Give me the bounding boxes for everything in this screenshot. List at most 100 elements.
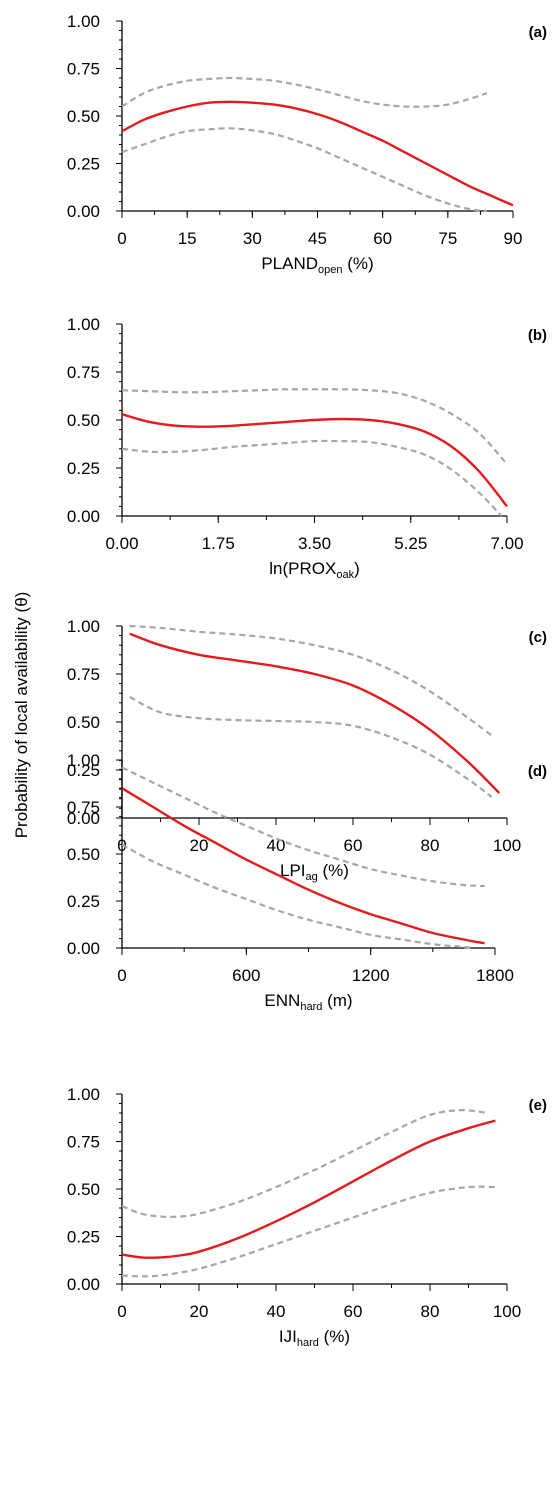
x-axis-title: ENNhard (m) bbox=[264, 991, 352, 1013]
x-axis-title-main: ln(PROX bbox=[269, 559, 336, 578]
x-tick-label: 80 bbox=[421, 836, 440, 855]
panel-d: 0.00 0.25 0.50 0.75 1.00 0 600 1200 1800 ENNhard … bbox=[67, 751, 547, 1013]
x-tick-label: 20 bbox=[190, 836, 209, 855]
x-tick-label: 40 bbox=[267, 836, 286, 855]
y-tick-label: 0.25 bbox=[67, 761, 100, 780]
x-axis-title-subscript: open bbox=[318, 264, 342, 276]
y-tick-label: 0.75 bbox=[67, 665, 100, 684]
upper-confidence-line bbox=[121, 766, 485, 888]
y-tick-label: 0.75 bbox=[67, 363, 100, 382]
x-tick-label: 90 bbox=[504, 229, 523, 248]
upper-confidence-line bbox=[129, 624, 493, 737]
panel-a: 0.00 0.25 0.50 0.75 1.00 0 15 30 45 60 75 90 PLANDop… bbox=[67, 12, 547, 276]
panels: 0.00 0.25 0.50 0.75 1.00 0 15 30 45 60 75 90 PLANDop… bbox=[67, 12, 547, 1349]
shared-y-axis-label: Probability of local availability (θ) bbox=[12, 592, 31, 839]
x-axis-title-tail: ) bbox=[354, 559, 360, 578]
x-tick-label: 0 bbox=[117, 966, 126, 985]
y-tick-label: 0.00 bbox=[67, 202, 100, 221]
x-tick-label: 80 bbox=[421, 1302, 440, 1321]
x-axis-title-tail: (m) bbox=[322, 991, 352, 1010]
x-tick-label: 60 bbox=[344, 1302, 363, 1321]
x-axis-title-main: LPI bbox=[280, 861, 306, 880]
y-tick-label: 0.00 bbox=[67, 939, 100, 958]
x-tick-label: 100 bbox=[493, 836, 521, 855]
x-tick-label: 60 bbox=[373, 229, 392, 248]
y-tick-label: 0.50 bbox=[67, 1180, 100, 1199]
y-tick-label: 0.75 bbox=[67, 60, 100, 79]
x-axis-title-tail: (%) bbox=[343, 254, 374, 273]
y-tick-label: 1.00 bbox=[67, 617, 100, 636]
x-axis-title: IJIhard (%) bbox=[279, 1327, 350, 1349]
y-tick-label: 0.25 bbox=[67, 892, 100, 911]
lower-confidence-line bbox=[129, 696, 493, 798]
x-tick-label: 5.25 bbox=[394, 534, 427, 553]
x-axis-title-main: IJI bbox=[279, 1327, 297, 1346]
x-tick-label: 40 bbox=[267, 1302, 286, 1321]
y-tick-label: 0.25 bbox=[67, 459, 100, 478]
x-axis-title: ln(PROXoak) bbox=[269, 559, 360, 581]
panel-c: 0.000.250.500.751.00020406080100LPIag (%… bbox=[67, 617, 547, 883]
panel-e: 0.00 0.25 0.50 0.75 1.00 0 20 40 60 80 100 IJIhard … bbox=[67, 1085, 547, 1349]
y-tick-label: 0.00 bbox=[67, 507, 100, 526]
y-tick-label: 0.00 bbox=[67, 1275, 100, 1294]
x-axis-title-subscript: hard bbox=[300, 1001, 322, 1013]
x-tick-label: 3.50 bbox=[298, 534, 331, 553]
x-tick-label: 600 bbox=[232, 966, 260, 985]
x-tick-label: 45 bbox=[308, 229, 327, 248]
x-tick-label: 1.75 bbox=[202, 534, 235, 553]
panel-letter: (c) bbox=[529, 629, 547, 646]
x-tick-label: 0.00 bbox=[105, 534, 138, 553]
x-tick-label: 1800 bbox=[476, 966, 514, 985]
x-tick-label: 20 bbox=[190, 1302, 209, 1321]
x-tick-label: 7.00 bbox=[490, 534, 523, 553]
x-tick-label: 100 bbox=[493, 1302, 521, 1321]
lower-confidence-line bbox=[121, 439, 503, 517]
x-axis-title-subscript: ag bbox=[306, 871, 318, 883]
y-tick-label: 1.00 bbox=[67, 1085, 100, 1104]
estimate-line bbox=[129, 632, 501, 794]
lower-confidence-line bbox=[121, 127, 488, 213]
x-tick-label: 0 bbox=[117, 229, 126, 248]
upper-confidence-line bbox=[121, 76, 488, 108]
y-tick-label: 0.75 bbox=[67, 1133, 100, 1152]
x-tick-label: 15 bbox=[178, 229, 197, 248]
y-tick-label: 0.25 bbox=[67, 1228, 100, 1247]
y-tick-label: 0.50 bbox=[67, 713, 100, 732]
y-tick-label: 0.25 bbox=[67, 155, 100, 174]
y-tick-label: 1.00 bbox=[67, 12, 100, 31]
estimate-line bbox=[121, 413, 508, 508]
x-tick-label: 0 bbox=[117, 1302, 126, 1321]
x-axis-title-main: ENN bbox=[264, 991, 300, 1010]
x-axis-title-tail: (%) bbox=[318, 861, 349, 880]
x-axis-title: PLANDopen (%) bbox=[261, 254, 373, 276]
estimate-line bbox=[121, 787, 485, 945]
y-tick-label: 0.75 bbox=[67, 798, 100, 817]
estimate-line bbox=[121, 100, 514, 207]
x-tick-label: 30 bbox=[243, 229, 262, 248]
panel-letter: (b) bbox=[528, 327, 547, 344]
lower-confidence-line bbox=[121, 843, 475, 950]
panel-letter: (d) bbox=[528, 763, 547, 780]
x-tick-label: 60 bbox=[344, 836, 363, 855]
x-tick-label: 75 bbox=[438, 229, 457, 248]
x-axis-title: LPIag (%) bbox=[280, 861, 349, 883]
panel-letter: (a) bbox=[529, 24, 547, 41]
panel-b: 0.00 0.25 0.50 0.75 1.00 0.00 1.75 3.50 5.25 7.00… bbox=[67, 315, 547, 581]
x-axis-title-main: PLAND bbox=[261, 254, 318, 273]
y-tick-label: 0.00 bbox=[67, 809, 100, 828]
estimate-line bbox=[121, 1119, 496, 1259]
y-tick-label: 0.50 bbox=[67, 845, 100, 864]
lower-confidence-line bbox=[121, 1185, 496, 1278]
upper-confidence-line bbox=[121, 388, 508, 465]
upper-confidence-line bbox=[121, 1109, 488, 1218]
panel-letter: (e) bbox=[529, 1097, 547, 1114]
y-tick-label: 0.50 bbox=[67, 107, 100, 126]
y-tick-label: 0.50 bbox=[67, 411, 100, 430]
x-axis-title-subscript: hard bbox=[297, 1337, 319, 1349]
y-tick-label: 1.00 bbox=[67, 751, 100, 770]
x-tick-label: 1200 bbox=[352, 966, 390, 985]
x-axis-title-subscript: oak bbox=[336, 569, 354, 581]
x-axis-title-tail: (%) bbox=[319, 1327, 350, 1346]
y-tick-label: 1.00 bbox=[67, 315, 100, 334]
